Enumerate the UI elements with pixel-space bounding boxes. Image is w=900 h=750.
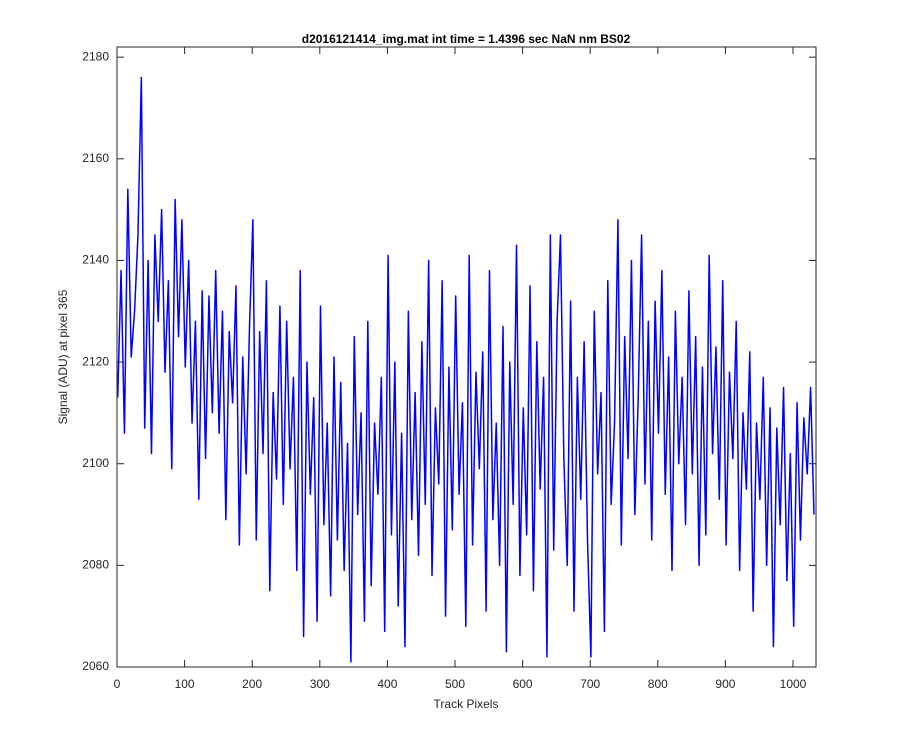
x-tick-label: 400 xyxy=(377,677,397,691)
y-tick-label: 2060 xyxy=(82,659,109,673)
x-tick-label: 200 xyxy=(242,677,262,691)
x-tick-label: 500 xyxy=(445,677,465,691)
x-tick-label: 600 xyxy=(513,677,533,691)
data-line xyxy=(116,76,815,663)
chart-title: d2016121414_img.mat int time = 1.4396 se… xyxy=(302,32,631,46)
x-tick-label: 1000 xyxy=(780,677,807,691)
y-axis-label: Signal (ADU) at pixel 365 xyxy=(56,289,70,424)
x-tick-label: 800 xyxy=(648,677,668,691)
x-tick-label: 0 xyxy=(114,677,121,691)
y-tick-label: 2100 xyxy=(82,456,109,470)
x-tick-label: 900 xyxy=(715,677,735,691)
x-tick-label: 100 xyxy=(175,677,195,691)
y-tick-label: 2120 xyxy=(82,354,109,368)
x-tick-label: 700 xyxy=(580,677,600,691)
y-tick-label: 2140 xyxy=(82,253,109,267)
x-axis-label: Track Pixels xyxy=(434,697,499,711)
y-tick-label: 2160 xyxy=(82,151,109,165)
y-tick-label: 2080 xyxy=(82,558,109,572)
y-tick-label: 2180 xyxy=(82,49,109,63)
x-tick-label: 300 xyxy=(310,677,330,691)
plot-frame xyxy=(116,46,817,668)
